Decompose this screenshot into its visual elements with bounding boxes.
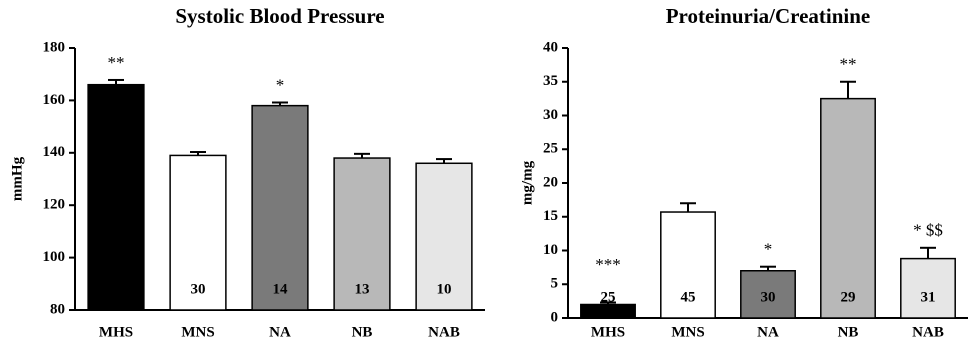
x-tick-label: MHS: [591, 324, 625, 340]
y-tick-label: 160: [43, 92, 66, 108]
bar: [660, 211, 716, 319]
x-tick-label: MNS: [671, 324, 704, 340]
sample-size: 31: [921, 289, 936, 305]
y-tick-label: 10: [543, 242, 558, 258]
sample-size: 29: [841, 289, 856, 305]
bar: [820, 97, 876, 319]
significance-label: **: [840, 55, 857, 74]
bar: [740, 270, 796, 319]
bar: [87, 83, 145, 311]
y-axis-label: mmHg: [9, 156, 25, 201]
y-axis-label: mg/mg: [519, 160, 535, 205]
x-tick-label: NB: [838, 324, 859, 340]
y-tick-label: 180: [43, 39, 66, 55]
sample-size: 30: [761, 289, 776, 305]
significance-label: ***: [595, 255, 621, 274]
significance-label: * $$: [913, 221, 943, 240]
y-tick-label: 35: [543, 73, 558, 89]
y-tick-label: 0: [551, 309, 559, 325]
x-tick-label: NAB: [428, 324, 460, 340]
chart: Proteinuria/Creatinine mg/mg 0 5 10 15 20 25 30 3…: [519, 4, 968, 340]
bar: [415, 162, 473, 311]
x-tick-label: NA: [269, 324, 291, 340]
y-tick-label: 25: [543, 141, 558, 157]
y-tick-label: 100: [43, 249, 66, 265]
sample-size: 13: [355, 281, 370, 297]
significance-label: *: [764, 240, 773, 259]
sample-size: 45: [681, 289, 696, 305]
y-tick-label: 5: [551, 276, 559, 292]
bar: [169, 154, 227, 311]
y-tick-label: 120: [43, 197, 66, 213]
sample-size: 14: [273, 281, 289, 297]
x-tick-label: NAB: [912, 324, 944, 340]
x-tick-label: MNS: [181, 324, 214, 340]
y-tick-label: 80: [50, 301, 65, 317]
y-tick-label: 140: [43, 144, 66, 160]
x-tick-label: NA: [757, 324, 779, 340]
chart-title: Systolic Blood Pressure: [175, 4, 384, 28]
significance-label: *: [276, 75, 285, 94]
sample-size: 10: [437, 281, 452, 297]
y-tick-label: 20: [543, 174, 558, 190]
significance-label: **: [108, 53, 125, 72]
chart: Systolic Blood Pressure mmHg 80 100 120 140 16…: [9, 4, 485, 340]
sample-size: 30: [191, 281, 206, 297]
x-tick-label: NB: [352, 324, 373, 340]
bar: [580, 303, 636, 319]
x-tick-label: MHS: [99, 324, 133, 340]
y-tick-label: 30: [543, 107, 558, 123]
y-tick-label: 40: [543, 39, 558, 55]
sample-size: 25: [601, 289, 616, 305]
sample-size: 25: [109, 281, 124, 297]
bar: [251, 104, 309, 311]
bar: [333, 157, 391, 311]
y-tick-label: 15: [543, 208, 558, 224]
bar: [900, 257, 956, 319]
chart-title: Proteinuria/Creatinine: [666, 4, 871, 28]
